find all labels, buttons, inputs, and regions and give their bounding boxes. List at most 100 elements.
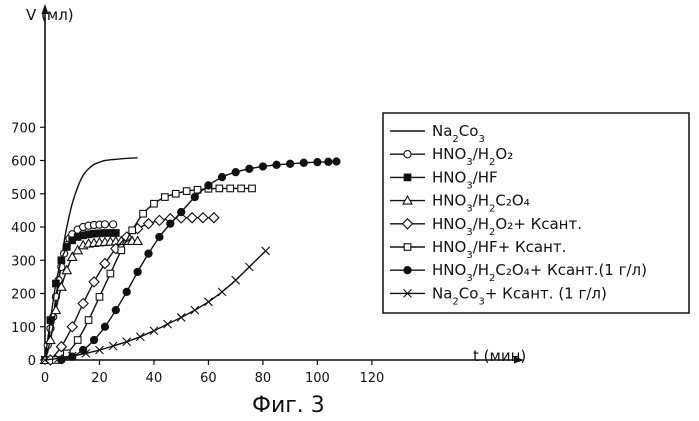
data-point: [404, 151, 411, 158]
data-point: [112, 307, 119, 314]
y-tick-label: 0: [28, 354, 36, 369]
y-tick-label: 700: [11, 121, 36, 136]
data-point: [150, 327, 158, 335]
data-point: [178, 208, 185, 215]
data-point: [67, 322, 77, 332]
data-point: [109, 342, 117, 350]
mid: Co: [459, 284, 479, 302]
mid: /H: [473, 145, 489, 163]
base: HNO: [432, 145, 466, 163]
data-point: [227, 185, 234, 192]
mid: /H: [473, 215, 489, 233]
data-point: [107, 270, 114, 277]
data-point: [287, 160, 294, 167]
tail: C₂O₄: [495, 192, 529, 210]
data-point: [156, 233, 163, 240]
x-tick-label: 80: [255, 371, 272, 386]
data-point: [136, 333, 144, 341]
data-point: [325, 158, 332, 165]
data-point: [262, 247, 270, 255]
data-point: [110, 221, 117, 228]
legend: Na2Co3HNO3/H2O₂HNO3/HFHNO3/H2C₂O₄HNO3/H2…: [383, 113, 689, 313]
y-tick-label: 200: [11, 288, 36, 303]
data-point: [333, 158, 340, 165]
base: Na: [432, 284, 452, 302]
data-point: [101, 323, 108, 330]
data-point: [218, 288, 226, 296]
data-point: [123, 288, 130, 295]
base: HNO: [432, 168, 466, 186]
mid: /H: [473, 192, 489, 210]
tail: + Ксант.: [498, 238, 567, 256]
series-layer: [41, 158, 341, 365]
data-point: [85, 317, 92, 324]
series-line: [56, 188, 252, 360]
tail: + Ксант. (1 г/л): [485, 284, 607, 302]
x-axis-label: t (мин): [473, 347, 526, 365]
data-point: [101, 221, 108, 228]
tail: C₂O₄+ Ксант.(1 г/л): [495, 261, 647, 279]
x-tick-label: 40: [146, 371, 163, 386]
mid: Co: [459, 122, 479, 140]
data-point: [404, 174, 411, 181]
base: HNO: [432, 238, 466, 256]
data-point: [162, 194, 169, 201]
data-point: [205, 182, 212, 189]
data-point: [404, 267, 411, 274]
data-point: [216, 185, 223, 192]
data-point: [238, 185, 245, 192]
data-point: [140, 210, 147, 217]
data-point: [191, 193, 198, 200]
data-point: [232, 276, 240, 284]
y-tick-label: 300: [11, 254, 36, 269]
data-point: [47, 317, 54, 324]
figure-caption: Фиг. 3: [252, 393, 325, 418]
x-tick-label: 60: [200, 371, 217, 386]
data-point: [245, 263, 253, 271]
sub2: 3: [478, 134, 484, 145]
y-tick-label: 500: [11, 188, 36, 203]
data-point: [123, 338, 131, 346]
data-point: [113, 230, 120, 237]
mid: /HF: [473, 168, 498, 186]
data-point: [58, 257, 65, 264]
data-point: [172, 190, 179, 197]
data-point: [183, 188, 190, 195]
x-tick-label: 120: [359, 371, 384, 386]
data-point: [96, 294, 103, 301]
data-point: [129, 227, 136, 234]
data-point: [164, 320, 172, 328]
data-point: [90, 336, 97, 343]
y-tick-label: 600: [11, 155, 36, 170]
base: HNO: [432, 215, 466, 233]
data-point: [259, 163, 266, 170]
data-point: [145, 250, 152, 257]
data-point: [300, 159, 307, 166]
x-tick-label: 100: [305, 371, 330, 386]
data-point: [204, 298, 212, 306]
data-point: [249, 185, 256, 192]
y-axis-label: V (мл): [26, 6, 74, 24]
data-point: [118, 247, 125, 254]
y-tick-label: 100: [11, 321, 36, 336]
data-point: [167, 220, 174, 227]
data-point: [187, 213, 197, 223]
data-point: [404, 244, 411, 251]
data-point: [78, 298, 88, 308]
data-point: [53, 280, 60, 287]
data-point: [314, 159, 321, 166]
data-point: [232, 169, 239, 176]
base: HNO: [432, 192, 466, 210]
data-point: [209, 213, 219, 223]
series-6: [53, 185, 256, 363]
mid: /H: [473, 261, 489, 279]
base: HNO: [432, 261, 466, 279]
data-point: [191, 306, 199, 314]
mid: /HF: [473, 238, 498, 256]
data-point: [100, 259, 110, 269]
series-8: [41, 247, 270, 364]
data-point: [246, 165, 253, 172]
base: Na: [432, 122, 452, 140]
data-point: [218, 174, 225, 181]
data-point: [151, 200, 158, 207]
